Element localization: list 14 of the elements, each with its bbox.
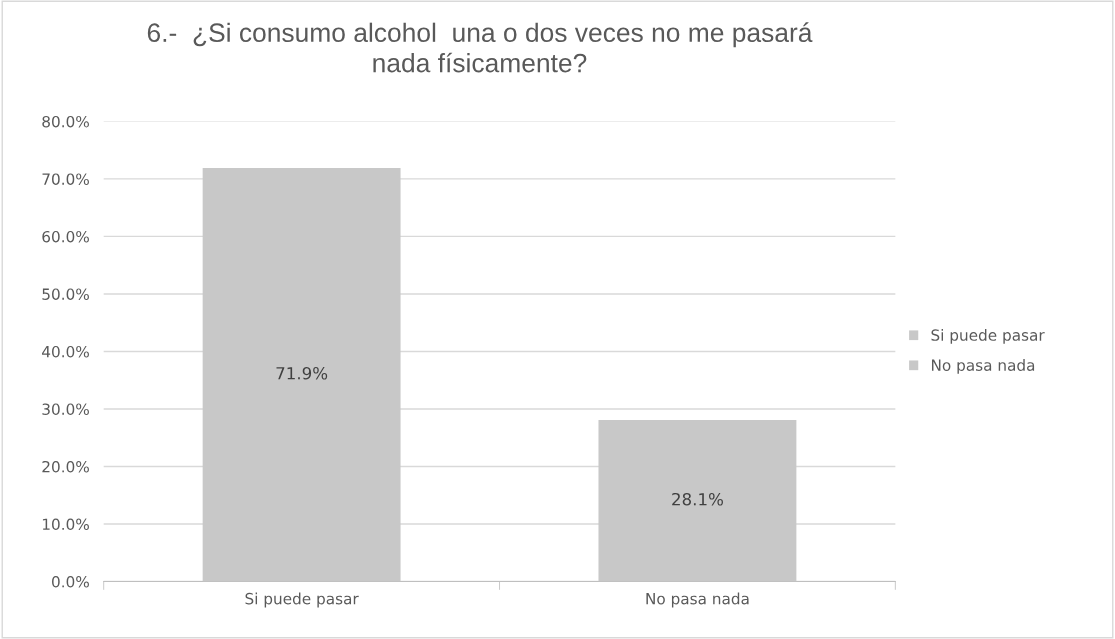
y-tick-label: 70.0%	[42, 173, 89, 185]
y-tick-label: 40.0%	[42, 345, 89, 358]
y-tick-label: 60.0%	[42, 230, 89, 243]
legend-label: No pasa nada	[931, 359, 1035, 374]
y-tick-label: 80.0%	[42, 115, 89, 128]
data-label: 28.1%	[672, 492, 723, 506]
data-label: 71.9%	[276, 366, 328, 380]
chart-title: 6.- ¿Si consumo alcohol una o dos veces no me pasará nada físicamente?	[147, 22, 813, 73]
y-tick-label: 0.0%	[52, 575, 89, 588]
y-tick-label: 50.0%	[42, 288, 89, 300]
y-tick-label: 20.0%	[42, 460, 89, 473]
y-tick-label: 30.0%	[42, 403, 89, 415]
y-tick-label: 10.0%	[42, 518, 89, 530]
legend-label: Si puede pasar	[931, 329, 1045, 344]
